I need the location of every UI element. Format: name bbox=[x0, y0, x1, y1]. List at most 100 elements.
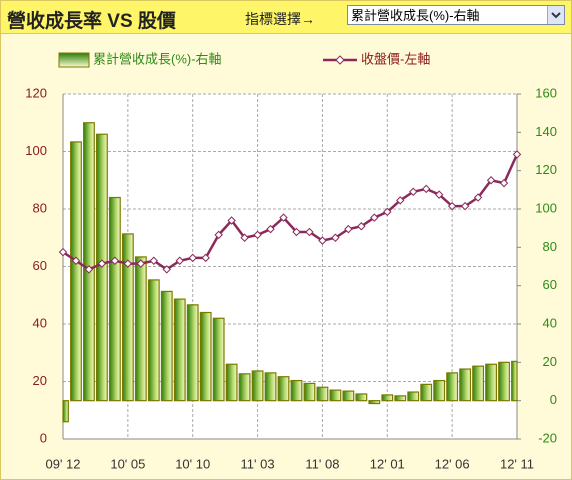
bar bbox=[251, 370, 264, 402]
y2-tick-label: 100 bbox=[535, 200, 557, 215]
x-tick-label: 12' 11 bbox=[500, 456, 534, 471]
bar bbox=[394, 395, 407, 402]
y-tick-label: 0 bbox=[40, 430, 47, 445]
marker bbox=[383, 207, 392, 217]
bar bbox=[355, 393, 368, 402]
y-tick-label: 80 bbox=[33, 200, 47, 215]
bar bbox=[186, 304, 199, 402]
marker bbox=[201, 253, 210, 263]
marker bbox=[279, 213, 288, 222]
marker bbox=[123, 259, 133, 268]
x-tick-label: 12' 01 bbox=[370, 456, 405, 471]
y2-tick-label: 140 bbox=[535, 124, 557, 139]
marker bbox=[434, 190, 444, 199]
legend-label: 收盤價-左軸 bbox=[361, 51, 430, 66]
marker bbox=[71, 256, 81, 265]
x-tick-label: 11' 03 bbox=[241, 456, 275, 471]
marker bbox=[110, 256, 120, 265]
bar bbox=[238, 373, 251, 402]
indicator-select[interactable]: 累計營收成長(%)-右軸 bbox=[347, 5, 565, 25]
y2-tick-label: -20 bbox=[538, 430, 557, 445]
y2-tick-label: 120 bbox=[535, 162, 557, 177]
marker bbox=[292, 227, 301, 237]
bar bbox=[70, 141, 82, 402]
bar bbox=[160, 290, 173, 402]
bar bbox=[147, 279, 160, 402]
bar bbox=[420, 383, 433, 402]
marker bbox=[486, 176, 496, 185]
bar bbox=[472, 365, 485, 402]
y-tick-label: 60 bbox=[33, 258, 47, 273]
y2-tick-label: 80 bbox=[543, 239, 557, 254]
legend-marker bbox=[335, 55, 345, 65]
header: 營收成長率 VS 股價 指標選擇→ 累計營收成長(%)-右軸 bbox=[1, 1, 571, 34]
marker bbox=[499, 178, 509, 188]
y2-tick-label: 0 bbox=[550, 392, 557, 407]
bar bbox=[134, 256, 147, 402]
marker bbox=[447, 201, 457, 211]
x-tick-label: 11' 08 bbox=[305, 456, 339, 471]
x-tick-label: 12' 06 bbox=[435, 456, 470, 471]
bar bbox=[316, 386, 329, 402]
marker bbox=[227, 216, 236, 225]
marker bbox=[266, 224, 275, 234]
y-tick-label: 20 bbox=[33, 373, 47, 388]
bar bbox=[121, 233, 134, 402]
x-tick-label: 09' 12 bbox=[45, 456, 80, 471]
marker bbox=[175, 256, 184, 265]
marker bbox=[331, 233, 340, 242]
marker bbox=[512, 150, 522, 159]
bar bbox=[108, 196, 121, 402]
bar bbox=[277, 376, 290, 402]
arrow-icon bbox=[551, 12, 561, 19]
bar bbox=[446, 372, 459, 402]
select-value: 累計營收成長(%)-右軸 bbox=[351, 8, 480, 23]
title: 營收成長率 VS 股價 bbox=[7, 11, 176, 32]
marker bbox=[136, 259, 146, 268]
bar bbox=[433, 379, 446, 402]
x-tick-label: 10' 05 bbox=[110, 456, 145, 471]
bar bbox=[83, 122, 95, 402]
marker bbox=[409, 187, 418, 196]
bar bbox=[381, 394, 394, 402]
selector-label: 指標選擇→ bbox=[245, 11, 315, 27]
marker bbox=[58, 247, 68, 257]
bar bbox=[173, 298, 186, 402]
y2-tick-label: 160 bbox=[535, 85, 557, 100]
y2-tick-label: 20 bbox=[543, 354, 557, 369]
marker bbox=[473, 193, 483, 202]
marker bbox=[162, 265, 171, 274]
bar bbox=[498, 361, 510, 402]
marker bbox=[460, 201, 470, 211]
marker bbox=[318, 236, 327, 245]
marker bbox=[84, 265, 94, 274]
marker bbox=[149, 256, 159, 265]
bar bbox=[368, 400, 381, 405]
bar bbox=[485, 363, 497, 402]
y2-tick-label: 60 bbox=[543, 277, 557, 292]
bar bbox=[342, 390, 355, 402]
y-tick-label: 40 bbox=[33, 315, 47, 330]
bar bbox=[199, 311, 212, 402]
marker bbox=[370, 213, 379, 222]
marker bbox=[214, 230, 223, 240]
marker bbox=[240, 233, 249, 242]
bar bbox=[212, 317, 225, 402]
legend-label: 累計營收成長(%)-右軸 bbox=[93, 51, 222, 66]
legend-swatch bbox=[58, 52, 90, 68]
select-button[interactable] bbox=[547, 6, 564, 24]
bar bbox=[511, 360, 518, 402]
marker bbox=[253, 230, 262, 240]
marker bbox=[396, 196, 405, 205]
bar bbox=[62, 400, 69, 423]
marker bbox=[305, 227, 314, 237]
bar bbox=[290, 379, 303, 402]
bar bbox=[459, 368, 472, 402]
marker bbox=[97, 259, 107, 268]
y2-tick-label: 40 bbox=[543, 315, 557, 330]
chart: 0 20 40 60 80 100 120 -20 0 20 40 60 80 100 120 140 160 0… bbox=[25, 51, 557, 471]
bar bbox=[225, 363, 238, 402]
y-tick-label: 100 bbox=[25, 143, 47, 158]
marker bbox=[357, 222, 366, 231]
